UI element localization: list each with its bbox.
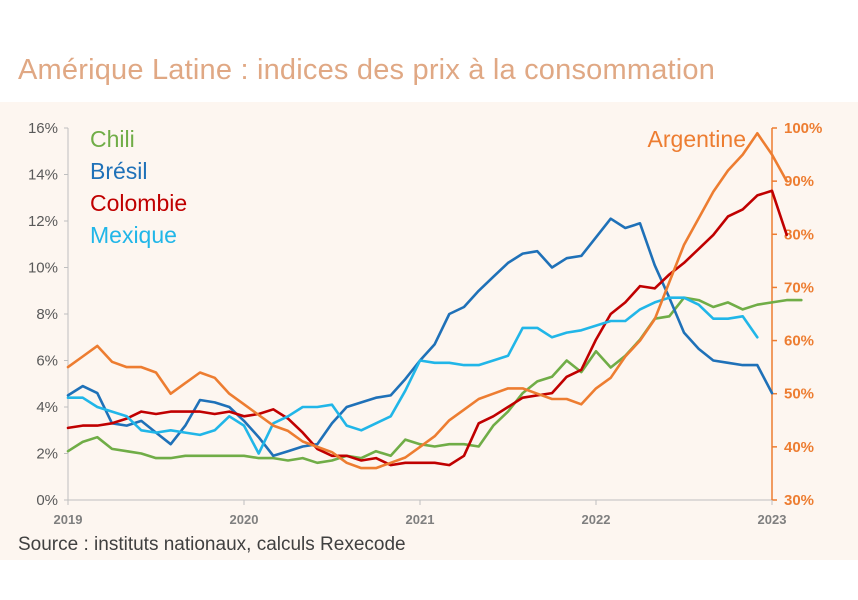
y-left-tick-label: 4% <box>36 399 58 416</box>
y-left-tick-label: 12% <box>28 213 58 230</box>
series-line-bresil <box>66 217 774 458</box>
x-tick-label: 2021 <box>406 512 435 527</box>
y-right-tick-label: 40% <box>784 439 814 456</box>
x-tick-label: 2022 <box>582 512 611 527</box>
line-chart: 0% 2% 4% 6% 8% 10% 12% 14% 16% 30% 40% 50% 60% 70% 80%… <box>28 120 822 527</box>
y-right-tick-label: 50% <box>784 386 814 403</box>
chart-panel: 0% 2% 4% 6% 8% 10% 12% 14% 16% 30% 40% 50% 60% 70% 80%… <box>0 102 858 560</box>
y-left-tick-label: 8% <box>36 306 58 323</box>
y-left-tick-label: 14% <box>28 167 58 184</box>
y-left-tick-label: 0% <box>36 492 58 509</box>
legend-label: Brésil <box>90 158 148 184</box>
argentine-annotation: Argentine <box>648 126 746 152</box>
y-right-tick-label: 100% <box>784 120 822 137</box>
y-right-tick-label: 70% <box>784 279 814 296</box>
y-left-tick-label: 6% <box>36 353 58 370</box>
series-line-chili <box>66 296 803 465</box>
x-tick-label: 2019 <box>54 512 83 527</box>
x-tick-label: 2023 <box>758 512 787 527</box>
chart-source: Source : instituts nationaux, calculs Re… <box>18 534 406 555</box>
legend-label: Chili <box>90 126 135 152</box>
x-tick-label: 2020 <box>230 512 259 527</box>
series-line-argentine <box>66 131 789 470</box>
chart-title: Amérique Latine : indices des prix à la … <box>18 54 716 86</box>
legend-label: Mexique <box>90 222 177 248</box>
y-right-tick-label: 60% <box>784 333 814 350</box>
y-left-tick-label: 10% <box>28 260 58 277</box>
y-right-tick-label: 80% <box>784 226 814 243</box>
y-right-tick-label: 30% <box>784 492 814 509</box>
y-right-tick-label: 90% <box>784 173 814 190</box>
y-left-tick-label: 16% <box>28 120 58 137</box>
y-left-tick-label: 2% <box>36 446 58 463</box>
legend-label: Colombie <box>90 190 187 216</box>
series-line-mexique <box>66 296 759 455</box>
series-line-colombie <box>66 189 789 467</box>
